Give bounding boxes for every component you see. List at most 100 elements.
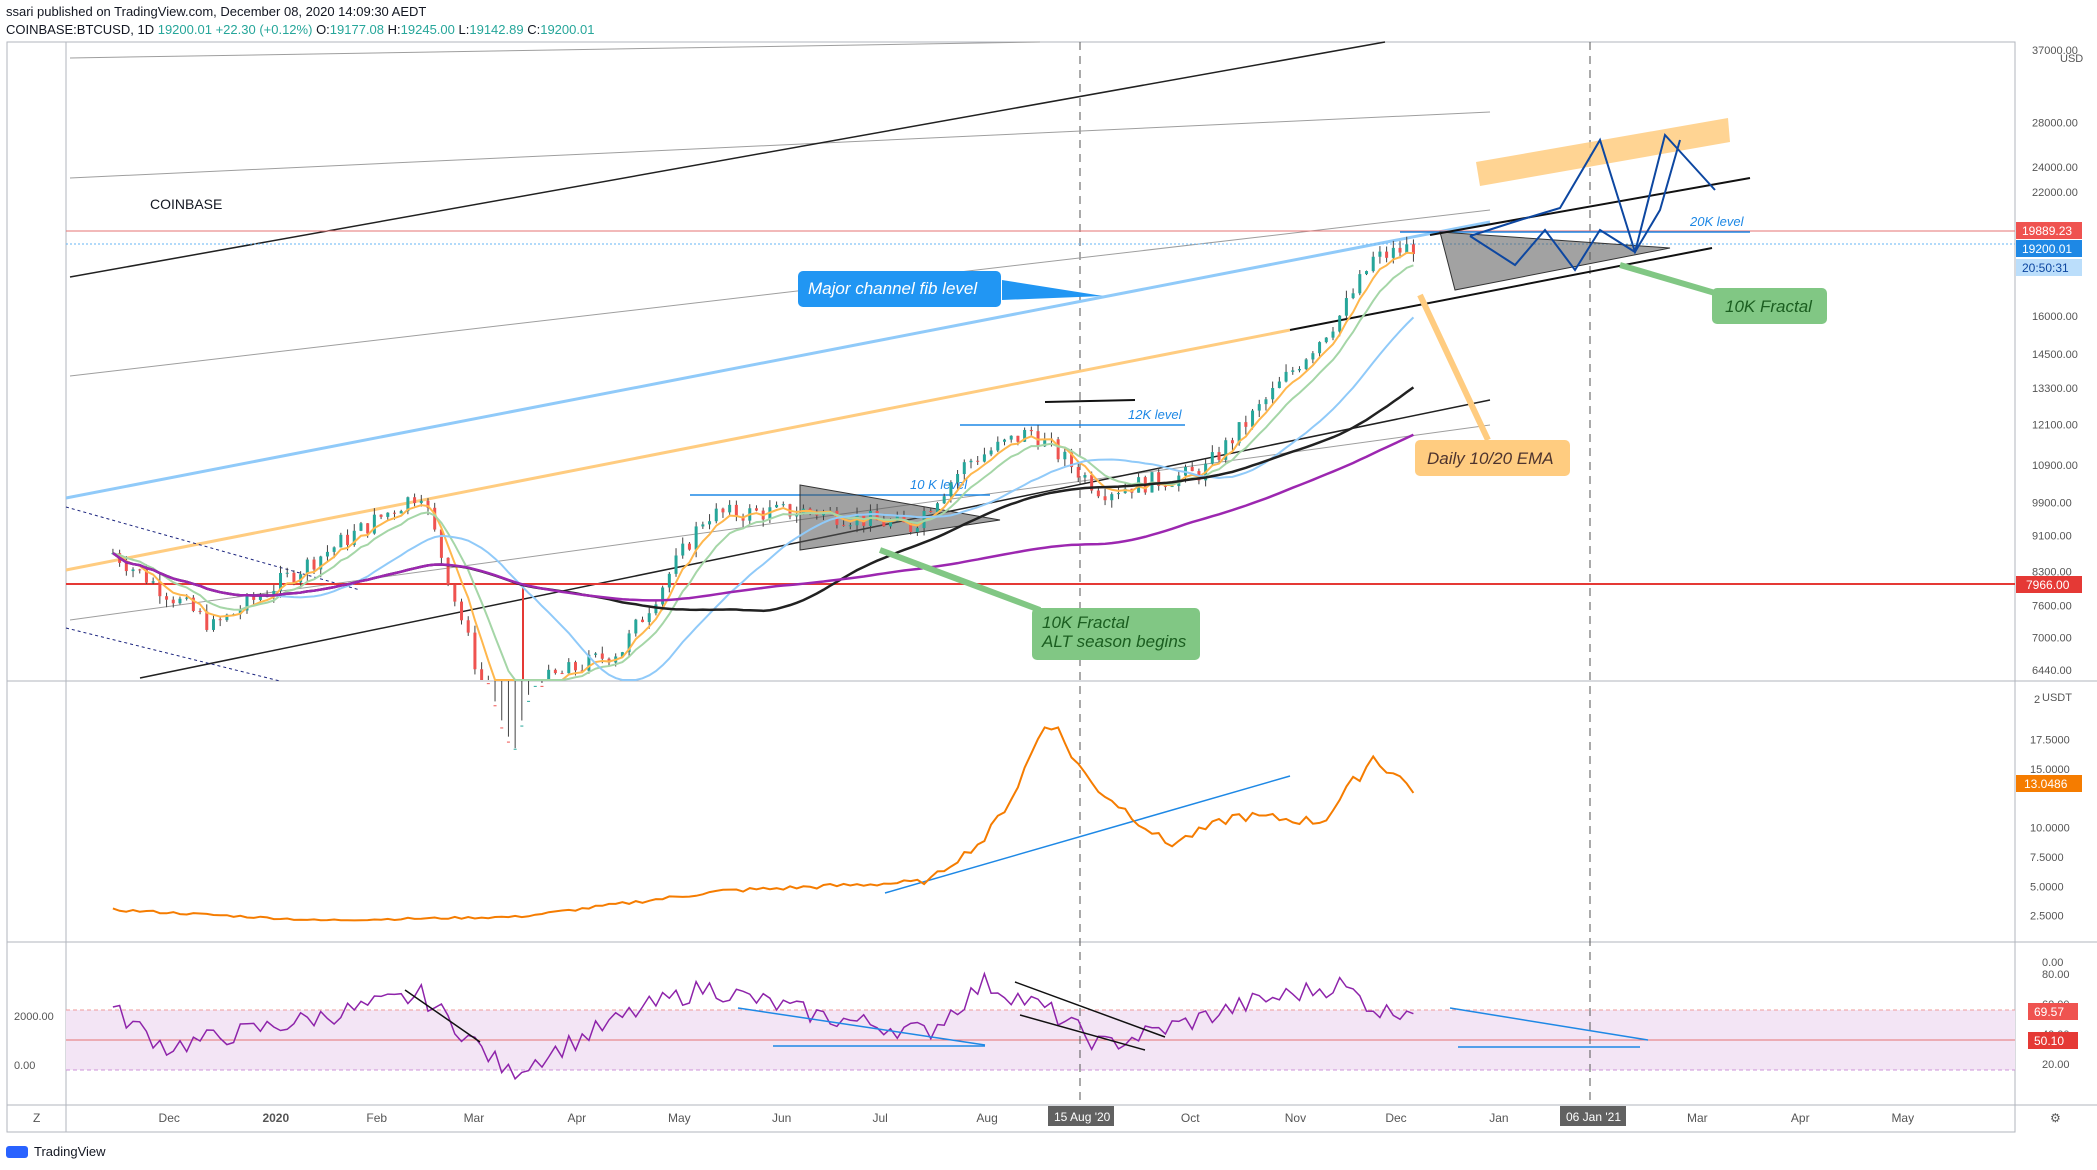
candle-body	[1096, 490, 1100, 497]
callout-fractal-10k[interactable]	[1712, 288, 1827, 324]
candle-body	[1016, 435, 1020, 442]
time-axis-label: Jan	[1489, 1111, 1508, 1125]
candle-body	[848, 525, 852, 527]
candle-body	[1257, 404, 1261, 411]
candle-body	[674, 555, 678, 574]
main-axis-tick: 22000.00	[2032, 187, 2078, 199]
main-axis-tick: 16000.00	[2032, 311, 2078, 323]
candle-body	[131, 569, 135, 572]
candle-body	[935, 503, 939, 513]
candle-body	[1157, 472, 1161, 486]
candle-body	[486, 683, 490, 685]
settings-gear-icon[interactable]: ⚙	[2050, 1111, 2061, 1125]
candle-body	[299, 574, 303, 583]
callout-major-fib-pointer	[1002, 280, 1103, 300]
candle-body	[352, 530, 356, 545]
candle-body	[138, 569, 142, 571]
candle-body	[1116, 493, 1120, 495]
main-axis-tick: 14500.00	[2032, 349, 2078, 361]
candle-body	[1170, 486, 1174, 488]
low-value: 19142.89	[469, 22, 524, 37]
candle-body	[1338, 315, 1342, 332]
candle-body	[513, 748, 517, 750]
zoom-button[interactable]: Z	[33, 1111, 40, 1125]
candle-body	[446, 557, 450, 585]
candle-body	[1217, 452, 1221, 460]
main-axis-tick: 8300.00	[2032, 566, 2072, 578]
time-axis-label: Nov	[1285, 1111, 1306, 1125]
callout-ema[interactable]	[1415, 440, 1570, 476]
badge-rsi-mid-text: 50.10	[2034, 1034, 2064, 1048]
projection-path-up[interactable]	[1469, 137, 1681, 255]
candle-body	[1110, 494, 1114, 501]
candle-body	[1271, 388, 1275, 400]
candle-body	[1003, 439, 1007, 442]
candle-body	[573, 662, 577, 671]
candle-body	[580, 670, 584, 672]
candle-body	[634, 619, 638, 634]
channel-line-3	[69, 209, 1491, 377]
candle-body	[466, 620, 470, 633]
time-axis-label: 2020	[262, 1111, 289, 1125]
rsi-line	[112, 971, 1414, 1081]
time-axis-label: Mar	[464, 1111, 485, 1125]
candle-body	[929, 511, 933, 513]
callout-major-fib[interactable]	[798, 271, 1001, 307]
time-marker-1-text: 15 Aug '20	[1054, 1110, 1111, 1124]
candle-body	[1398, 247, 1402, 253]
rsi-left-tick: 0.00	[14, 1060, 35, 1072]
candle-body	[547, 669, 551, 680]
rsi-trend-june	[737, 1007, 986, 1046]
candle-body	[305, 559, 309, 575]
dotted-channel-top	[65, 506, 361, 591]
callout-major-fib-text: Major channel fib level	[808, 279, 978, 298]
callout-alt-season[interactable]	[1032, 608, 1200, 660]
open-value: 19177.08	[329, 22, 385, 37]
projection-path-down[interactable]	[1469, 132, 1716, 272]
candle-body	[359, 523, 363, 531]
time-marker-2	[1560, 1106, 1626, 1126]
candle-body	[279, 572, 283, 591]
candle-body	[969, 460, 973, 463]
candle-body	[372, 514, 376, 534]
candle-body	[1063, 451, 1067, 460]
candle-body	[942, 496, 946, 504]
candle-body	[681, 543, 685, 556]
candle-body	[1190, 466, 1194, 472]
callout-fractal-10k-text: 10K Fractal	[1725, 297, 1813, 316]
candle-body	[198, 610, 202, 612]
symbol-name[interactable]: COINBASE:BTCUSD, 1D	[6, 22, 155, 37]
candle-body	[989, 450, 993, 455]
candle-body	[594, 653, 598, 655]
candle-body	[158, 581, 162, 597]
main-axis-tick: 28000.00	[2032, 117, 2078, 129]
candle-body	[976, 460, 980, 462]
main-axis-tick: 10900.00	[2032, 460, 2078, 472]
candle-body	[325, 551, 329, 557]
ratio-axis[interactable]: 17.5000 15.0000 10.0000 7.5000 5.0000 2.5000	[2030, 734, 2070, 922]
candle-body	[667, 573, 671, 588]
main-currency: USD	[2060, 53, 2083, 65]
main-axis-tick: 7000.00	[2032, 633, 2072, 645]
main-axis-tick: 24000.00	[2032, 162, 2078, 174]
time-axis-label: Feb	[366, 1111, 387, 1125]
candle-body	[1090, 475, 1094, 491]
footer-brand[interactable]: TradingView	[6, 1144, 106, 1159]
candle-body	[1284, 371, 1288, 382]
candle-body	[392, 512, 396, 514]
candle-body	[1311, 353, 1315, 360]
candle-body	[225, 614, 229, 621]
main-axis-tick: 13300.00	[2032, 383, 2078, 395]
price-candles	[111, 236, 1415, 750]
badge-resistance-text: 19889.23	[2022, 224, 2072, 238]
candle-body	[165, 596, 169, 600]
time-axis[interactable]: Dec2020FebMarAprMayJunJulAugSepOctNovDec…	[159, 1111, 1915, 1125]
candle-body	[754, 508, 758, 511]
candle-body	[185, 597, 189, 599]
candle-body	[1237, 422, 1241, 444]
candle-body	[419, 500, 423, 504]
time-axis-label: Dec	[1385, 1111, 1406, 1125]
main-price-axis[interactable]: 37000.00 28000.00 24000.00 22000.00 16000.00…	[2032, 45, 2078, 677]
symbol-legend[interactable]: COINBASE:BTCUSD, 1D 19200.01 +22.30 (+0.…	[6, 22, 594, 37]
